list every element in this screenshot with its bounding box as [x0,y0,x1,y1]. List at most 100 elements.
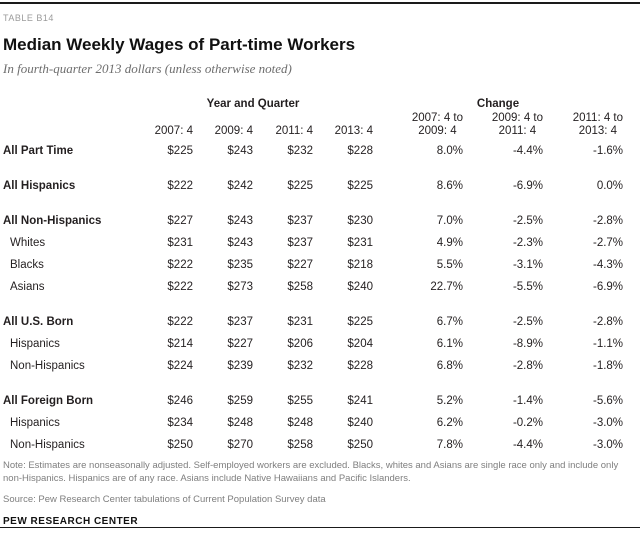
table-row: Non-Hispanics $250 $270 $258 $250 7.8% -4.4% -3… [3,434,623,456]
table-cell: 7.0% [436,215,463,228]
table-cell: -2.7% [592,237,624,250]
row-spacer [3,197,623,210]
top-rule [0,2,640,4]
table-cell: $237 [287,215,313,228]
column-header: 2007: 4 [133,110,193,141]
table-row: All U.S. Born $222 $237 $231 $225 6.7% -2.5% -2… [3,311,623,333]
table-cell: -1.6% [592,145,624,158]
table-cell: -1.1% [592,338,624,351]
table-cell: $235 [227,259,253,272]
table-cell: -2.5% [512,215,543,228]
table-row: All Non-Hispanics $227 $243 $237 $230 7.0% -2.… [3,210,623,232]
column-header-label: 2011: 4 [275,124,313,137]
table-cell: $224 [167,360,193,373]
table-row: Non-Hispanics $224 $239 $232 $228 6.8% -2.8% -1… [3,355,623,377]
table-cell: $243 [227,215,253,228]
column-header-label: 2009: 4 to 2011: 4 [491,111,543,137]
table-cell: -4.3% [592,259,624,272]
table-body: All Part Time $225 $243 $232 $228 8.0% -4.4% -1… [3,140,623,456]
table-cell: -8.9% [512,338,543,351]
row-label: All Part Time [3,145,74,158]
table-cell: $250 [167,439,193,452]
table-cell: 5.5% [436,259,463,272]
table-cell: $204 [347,338,373,351]
table-cell: $225 [287,180,313,193]
column-header-empty [3,110,133,141]
table-cell: $237 [227,316,253,329]
table-cell: $255 [287,395,313,408]
table-cell: $246 [167,395,193,408]
table-cell: 22.7% [430,281,463,294]
row-label: Non-Hispanics [10,439,85,452]
row-spacer [3,162,623,175]
table-cell: -2.3% [512,237,543,250]
table-cell: $273 [227,281,253,294]
table-cell: $222 [167,316,193,329]
table-row: Hispanics $234 $248 $248 $240 6.2% -0.2% -3.0% [3,412,623,434]
table-cell: -3.0% [592,417,624,430]
column-group-change: Change [476,97,520,110]
table-cell: $228 [347,360,373,373]
row-spacer [3,377,623,390]
table-label: TABLE B14 [3,13,54,23]
table-cell: 6.2% [436,417,463,430]
table-cell: $218 [347,259,373,272]
table-cell: $242 [227,180,253,193]
table-cell: -2.8% [592,215,624,228]
table-cell: $225 [167,145,193,158]
table-cell: $232 [287,145,313,158]
table-cell: $259 [227,395,253,408]
table-cell: $227 [167,215,193,228]
column-header: 2009: 4 [193,110,253,141]
column-header-row: 2007: 4 2009: 4 2011: 4 2013: 4 2007: 4 to 2… [3,110,623,141]
row-label: All Non-Hispanics [3,215,102,228]
table-cell: $227 [287,259,313,272]
table-row: All Part Time $225 $243 $232 $228 8.0% -4.4% -1… [3,140,623,162]
table-cell: $243 [227,145,253,158]
content-area: TABLE B14 Median Weekly Wages of Part-ti… [0,13,640,527]
table-cell: 4.9% [436,237,463,250]
row-label: All Hispanics [3,180,76,193]
row-label: All U.S. Born [3,316,74,329]
column-header: 2013: 4 [313,110,373,141]
table-cell: $250 [347,439,373,452]
table-cell: 5.2% [436,395,463,408]
table-cell: $240 [347,417,373,430]
column-group-year: Year and Quarter [206,97,300,110]
column-header: 2009: 4 to 2011: 4 [463,110,543,141]
page-title: Median Weekly Wages of Part-time Workers [3,35,356,54]
subtitle: In fourth-quarter 2013 dollars (unless o… [3,60,292,76]
table-cell: -5.6% [592,395,624,408]
row-label: Hispanics [10,417,60,430]
branding-footer: PEW RESEARCH CENTER [3,516,139,528]
row-label: Hispanics [10,338,60,351]
column-header: 2011: 4 to 2013: 4 [543,110,623,141]
table-cell: $241 [347,395,373,408]
table-cell: $214 [167,338,193,351]
table-cell: $248 [227,417,253,430]
table-cell: 0.0% [596,180,624,193]
table-cell: $248 [287,417,313,430]
table-cell: -6.9% [592,281,624,294]
table-cell: -6.9% [512,180,543,193]
table-cell: 7.8% [436,439,463,452]
table-cell: $237 [287,237,313,250]
table-cell: $240 [347,281,373,294]
bottom-rule [0,527,640,528]
table-cell: -0.2% [512,417,543,430]
table-cell: -2.8% [592,316,624,329]
table-cell: 8.0% [436,145,463,158]
column-header-label: 2007: 4 to 2009: 4 [411,111,463,137]
table-cell: 6.1% [436,338,463,351]
table-cell: $227 [227,338,253,351]
row-label: All Foreign Born [3,395,94,408]
column-group-row: Year and Quarter Change [3,95,623,110]
table-row: Hispanics $214 $227 $206 $204 6.1% -8.9% -1.1% [3,333,623,355]
table-cell: -1.4% [512,395,543,408]
column-header: 2011: 4 [253,110,313,141]
table-cell: 8.6% [436,180,463,193]
column-header-label: 2007: 4 [154,124,193,137]
table-cell: -3.0% [592,439,624,452]
table-cell: $231 [167,237,193,250]
